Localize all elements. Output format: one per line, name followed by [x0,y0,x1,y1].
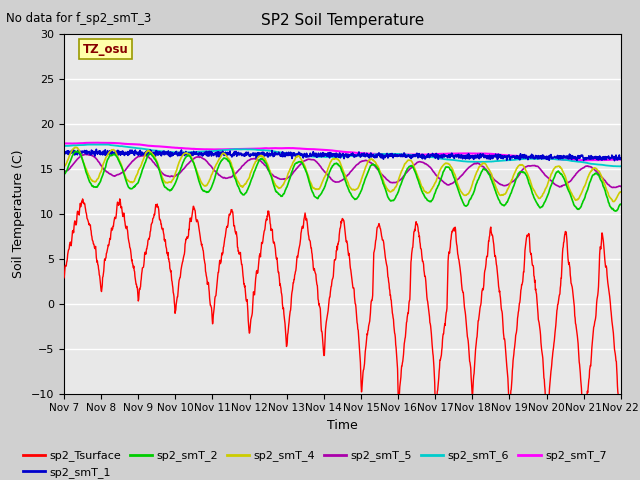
sp2_smT_6 [308,154,316,159]
sp2_smT_4 [126,179,134,185]
sp2_smT_4 [308,183,316,189]
sp2_smT_6 [617,163,625,169]
sp2_Tsurface [126,245,134,251]
sp2_Tsurface [116,196,124,202]
sp2_smT_6 [378,151,385,157]
sp2_smT_6 [616,164,623,169]
sp2_smT_5 [318,166,326,172]
sp2_smT_5 [82,151,90,157]
Line: sp2_smT_2: sp2_smT_2 [64,151,621,211]
sp2_smT_7 [308,146,316,152]
sp2_smT_7 [378,151,385,157]
sp2_smT_7 [104,140,111,146]
sp2_smT_4 [297,156,305,161]
sp2_smT_7 [297,146,305,152]
Text: No data for f_sp2_smT_3: No data for f_sp2_smT_3 [6,12,152,25]
sp2_smT_7 [93,140,100,145]
sp2_smT_4 [318,180,326,185]
sp2_smT_7 [617,156,625,162]
sp2_smT_7 [582,157,590,163]
sp2_smT_1 [318,151,326,156]
Line: sp2_smT_6: sp2_smT_6 [64,144,621,167]
sp2_smT_6 [60,143,68,149]
Line: sp2_smT_4: sp2_smT_4 [64,147,621,202]
sp2_smT_2 [612,208,620,214]
sp2_Tsurface [297,236,305,241]
Line: sp2_smT_5: sp2_smT_5 [64,154,621,188]
sp2_smT_5 [378,171,385,177]
sp2_smT_4 [60,163,68,168]
sp2_smT_4 [104,153,111,158]
sp2_smT_6 [126,144,134,150]
Line: sp2_smT_7: sp2_smT_7 [64,143,621,160]
Line: sp2_Tsurface: sp2_Tsurface [64,199,621,464]
sp2_smT_2 [378,175,385,180]
sp2_Tsurface [378,230,385,236]
sp2_smT_1 [611,158,618,164]
sp2_smT_1 [617,155,625,161]
sp2_smT_6 [103,142,111,147]
sp2_Tsurface [617,461,625,467]
sp2_smT_7 [318,147,326,153]
sp2_smT_4 [617,189,625,195]
sp2_smT_5 [126,161,134,167]
sp2_smT_5 [60,169,68,175]
Text: TZ_osu: TZ_osu [83,43,128,56]
sp2_smT_2 [74,148,81,154]
sp2_smT_1 [297,150,305,156]
sp2_smT_2 [60,171,68,177]
sp2_smT_7 [60,141,68,146]
sp2_Tsurface [60,275,68,281]
sp2_smT_5 [297,161,305,167]
sp2_smT_6 [297,152,305,158]
sp2_smT_1 [60,149,68,155]
sp2_Tsurface [318,330,326,336]
sp2_smT_2 [617,202,625,207]
Title: SP2 Soil Temperature: SP2 Soil Temperature [260,13,424,28]
sp2_Tsurface [308,252,316,257]
sp2_smT_2 [126,186,134,192]
sp2_smT_2 [318,189,326,195]
sp2_smT_1 [126,147,134,153]
sp2_smT_4 [378,172,385,178]
sp2_smT_1 [378,155,385,161]
sp2_smT_5 [609,185,616,191]
sp2_smT_5 [308,157,316,163]
sp2_smT_5 [617,183,625,189]
X-axis label: Time: Time [327,419,358,432]
sp2_smT_2 [104,157,111,163]
sp2_smT_2 [297,159,305,165]
sp2_Tsurface [103,248,111,254]
sp2_smT_4 [71,144,79,150]
sp2_smT_7 [126,141,134,147]
sp2_smT_5 [104,169,111,175]
sp2_smT_1 [104,148,111,154]
sp2_smT_1 [308,152,316,158]
Legend: sp2_Tsurface, sp2_smT_1, sp2_smT_2, sp2_smT_4, sp2_smT_5, sp2_smT_6, sp2_smT_7: sp2_Tsurface, sp2_smT_1, sp2_smT_2, sp2_… [18,446,611,480]
sp2_smT_1 [92,146,100,152]
sp2_smT_2 [308,189,316,194]
sp2_smT_6 [104,142,111,147]
Line: sp2_smT_1: sp2_smT_1 [64,149,621,161]
Y-axis label: Soil Temperature (C): Soil Temperature (C) [12,149,26,278]
sp2_smT_4 [610,199,618,204]
sp2_smT_6 [318,154,326,160]
